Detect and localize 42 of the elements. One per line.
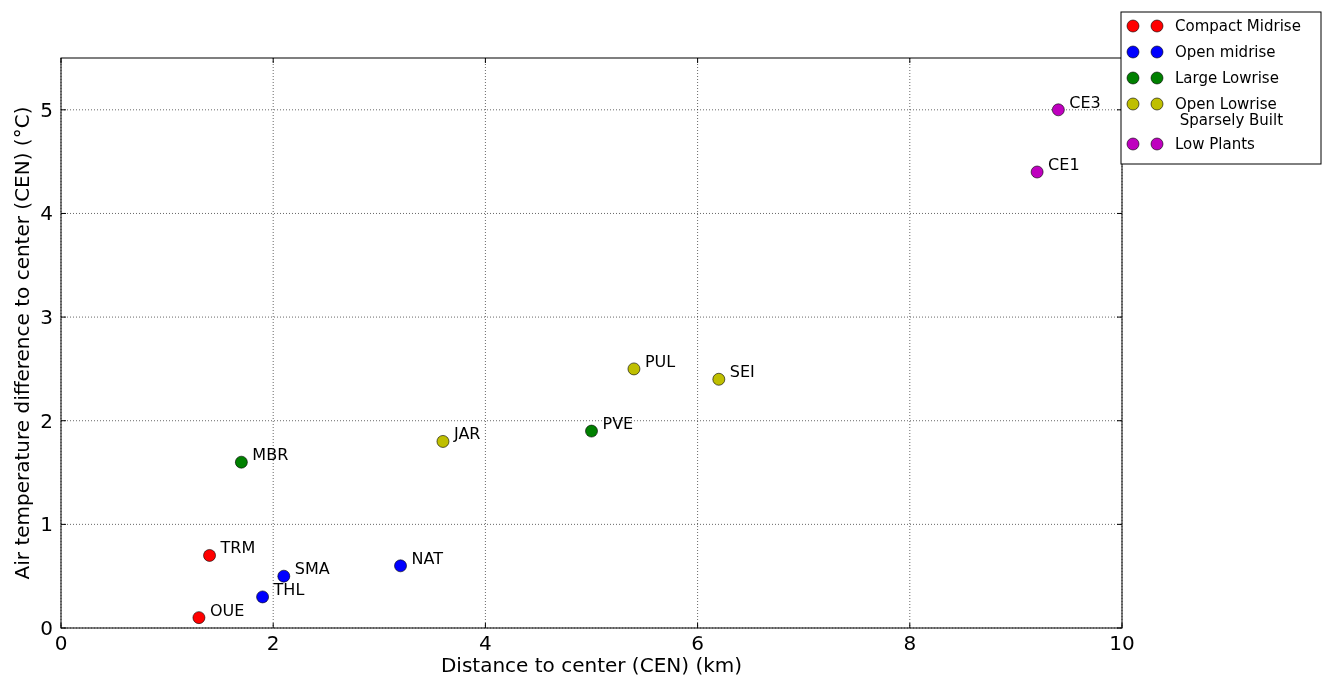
y-tick-label: 5	[40, 97, 53, 122]
annotation: THL	[272, 579, 305, 599]
point	[436, 435, 450, 448]
point	[235, 455, 248, 469]
point	[585, 424, 598, 438]
x-axis-title: Distance to center (CEN) (km)	[440, 653, 743, 677]
x-tick-label: 10	[1109, 631, 1135, 655]
x-tick-label: 6	[691, 631, 704, 655]
x-tick-label: 2	[266, 631, 280, 655]
annotation: PVE	[602, 414, 634, 434]
annotation: NAT	[411, 548, 444, 568]
legend-label: Compact Midrise	[1175, 17, 1301, 35]
point	[1030, 165, 1044, 179]
point	[256, 590, 269, 604]
point	[203, 549, 216, 562]
annotation: SEI	[729, 362, 755, 382]
point	[1052, 103, 1065, 117]
legend-label: Open Lowrise Sparsely Built	[1175, 95, 1284, 129]
y-tick-label: 4	[40, 201, 53, 226]
y-tick-label: 0	[40, 616, 53, 640]
point	[712, 372, 726, 386]
annotation: JAR	[452, 424, 481, 444]
y-tick-label: 3	[40, 305, 53, 330]
annotation: CE1	[1048, 155, 1080, 174]
annotation: OUE	[209, 600, 245, 620]
y-axis-title: Air temperature difference to center (CEN) (°C)	[10, 106, 34, 580]
x-tick-label: 8	[903, 631, 917, 655]
point	[627, 362, 641, 376]
y-tick-label: 2	[40, 408, 53, 433]
legend-label: Open midrise	[1175, 43, 1276, 61]
legend-label: Low Plants	[1175, 135, 1256, 153]
point	[192, 611, 206, 624]
annotation: MBR	[252, 445, 289, 465]
y-tick-label: 1	[40, 512, 53, 537]
point	[277, 569, 291, 583]
annotation: TRM	[219, 538, 256, 558]
annotation: SMA	[294, 559, 330, 579]
point	[394, 559, 407, 573]
x-tick-label: 4	[479, 631, 492, 655]
annotation: PUL	[644, 351, 676, 371]
annotation: CE3	[1069, 92, 1101, 112]
legend-label: Large Lowrise	[1175, 69, 1279, 87]
